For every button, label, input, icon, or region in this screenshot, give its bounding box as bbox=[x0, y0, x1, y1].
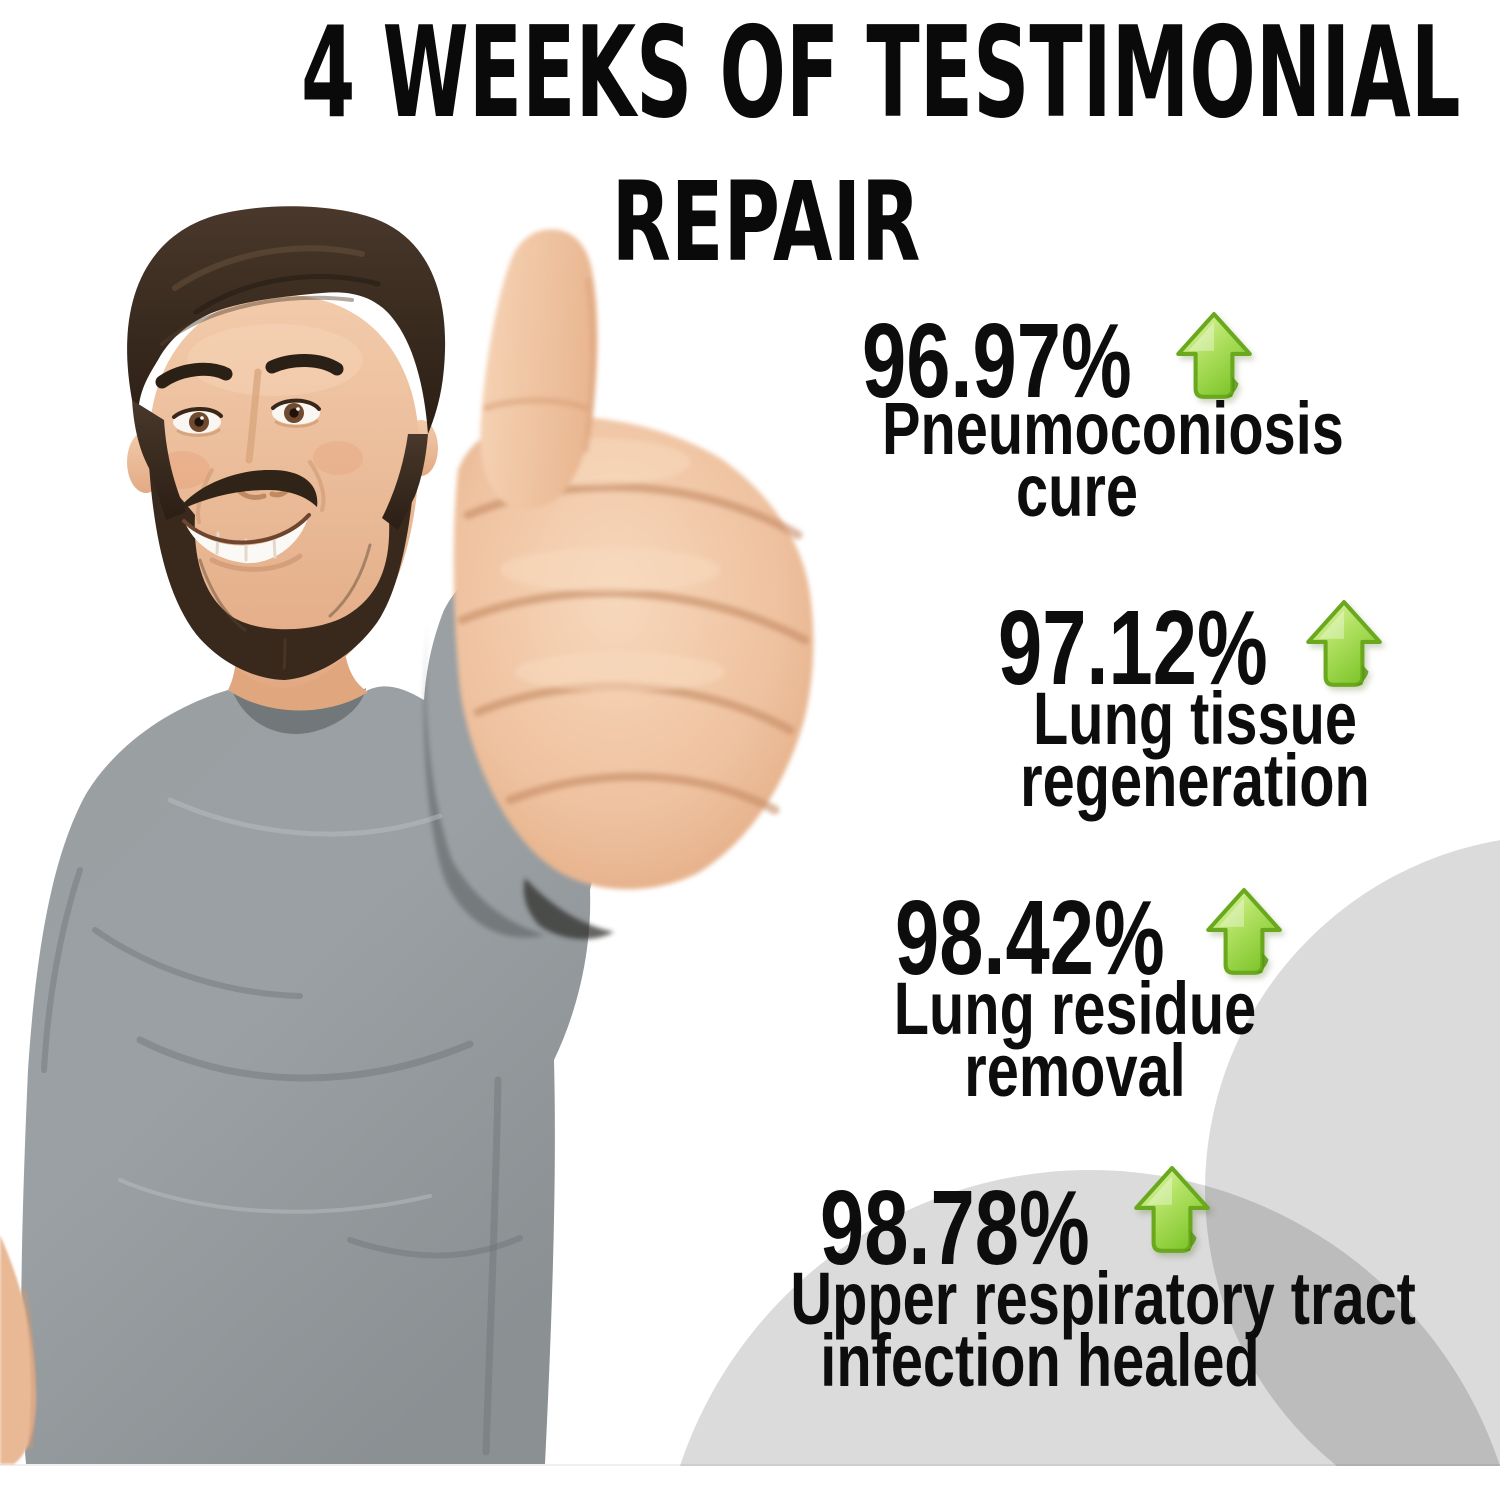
right-cheek-blush bbox=[313, 441, 363, 475]
smiling-mouth bbox=[176, 469, 318, 572]
stat-label-line: cure bbox=[1016, 449, 1138, 532]
eyes bbox=[172, 398, 321, 437]
left-arm bbox=[0, 1235, 37, 1464]
green-up-arrow-icon bbox=[1134, 1166, 1210, 1253]
nose bbox=[230, 368, 296, 500]
stat-label-line: Upper respiratory tract bbox=[790, 1257, 1416, 1340]
stat-label-line: infection healed bbox=[820, 1319, 1260, 1402]
stat-value: 98.42% bbox=[895, 879, 1165, 997]
bottom-white-band bbox=[0, 1466, 1500, 1500]
mustache bbox=[176, 469, 318, 512]
photo-bottom-edge-line bbox=[0, 1464, 1500, 1466]
title-line-1: 4 WEEKS OF TESTIMONIAL bbox=[301, 0, 1461, 146]
neck bbox=[225, 598, 368, 711]
stat-label-line: Pneumoconiosis bbox=[882, 387, 1344, 470]
thumbs-up-hand bbox=[453, 229, 814, 890]
stat-value: 96.97% bbox=[862, 302, 1132, 420]
left-ear bbox=[127, 431, 165, 493]
right-ear bbox=[404, 420, 438, 476]
gray-tshirt bbox=[21, 543, 614, 1464]
title-line-2: REPAIR bbox=[611, 158, 921, 286]
stat-label: Upper respiratory tract infection healed bbox=[790, 1257, 1416, 1402]
stat-label-line: regeneration bbox=[1020, 739, 1370, 822]
stat-label-line: removal bbox=[964, 1029, 1186, 1112]
face bbox=[148, 295, 420, 688]
beard bbox=[148, 436, 417, 680]
left-cheek-blush bbox=[154, 451, 210, 489]
thumb bbox=[480, 229, 598, 510]
green-up-arrow-icon bbox=[1176, 312, 1252, 399]
stat-value: 98.78% bbox=[820, 1169, 1090, 1287]
green-up-arrow-icon bbox=[1206, 888, 1282, 975]
stat-label-line: Lung tissue bbox=[1033, 677, 1357, 760]
stat-label: Pneumoconiosis cure bbox=[882, 387, 1344, 532]
stat-label-line: Lung residue bbox=[893, 967, 1257, 1050]
green-up-arrow-icon bbox=[1306, 600, 1382, 687]
stat-value: 97.12% bbox=[998, 589, 1268, 707]
stat-label: Lung tissue regeneration bbox=[1000, 677, 1390, 822]
stat-label: Lung residue removal bbox=[880, 967, 1270, 1112]
eyebrows bbox=[155, 354, 344, 389]
